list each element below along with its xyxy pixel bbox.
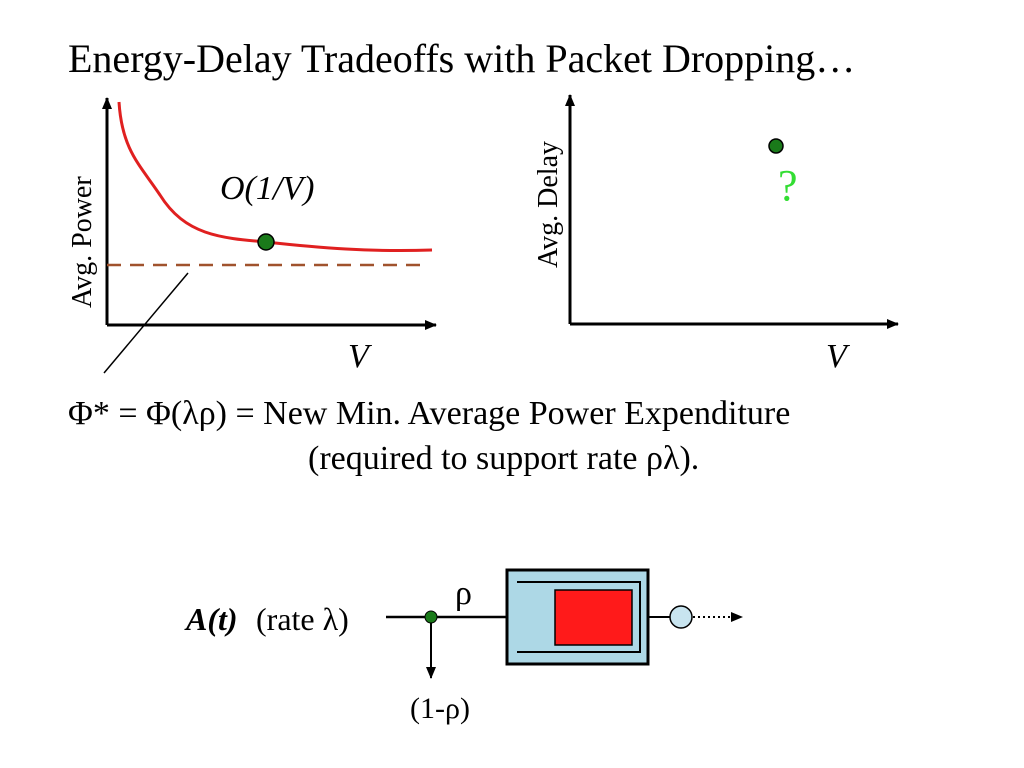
question-mark-label: ?: [778, 161, 798, 210]
curve-label: O(1/V): [220, 170, 315, 207]
page-title: Energy-Delay Tradeoffs with Packet Dropp…: [68, 36, 856, 81]
operating-point: [257, 233, 275, 251]
right-plot-y-label: Avg. Delay: [533, 141, 564, 268]
rate-label: (rate λ): [256, 601, 349, 637]
unknown-delay-point: [768, 138, 784, 154]
pointer-line: [103, 272, 189, 374]
queue-buffer-outline: [517, 581, 641, 653]
equation-line-1: Φ* = Φ(λρ) = New Min. Average Power Expe…: [68, 395, 791, 432]
power-curve: [117, 101, 433, 253]
left-plot-y-label: Avg. Power: [67, 176, 98, 308]
drop-probability-label: (1-ρ): [410, 692, 470, 725]
left-plot-x-label: V: [348, 338, 369, 375]
admit-probability-label: ρ: [455, 575, 472, 612]
right-plot-x-label: V: [826, 338, 847, 375]
split-node: [424, 610, 438, 624]
arrival-label: A(t): [186, 601, 238, 637]
equation-line-2: (required to support rate ρλ).: [308, 440, 700, 477]
queue-content: [554, 589, 633, 646]
server-circle: [669, 605, 693, 629]
